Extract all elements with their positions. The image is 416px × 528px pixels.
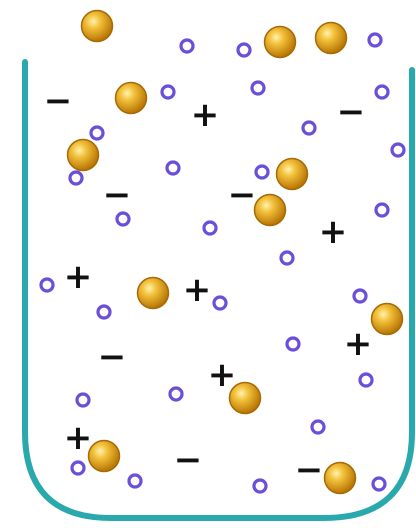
plus-sign: + (319, 212, 348, 252)
small-particle (70, 460, 86, 476)
charge-signs: +++ ++++− −− −−− − (44, 81, 373, 490)
plus-sign: + (183, 270, 212, 310)
small-particle (252, 478, 268, 494)
small-particle (285, 336, 301, 352)
small-particle (236, 42, 252, 58)
small-particles (39, 32, 406, 494)
small-particle (160, 84, 176, 100)
small-particle (301, 120, 317, 136)
large-particle (136, 276, 170, 310)
small-particle (390, 142, 406, 158)
plus-sign: + (344, 324, 373, 364)
small-particle (75, 392, 91, 408)
small-particle (68, 170, 84, 186)
small-particle (212, 295, 228, 311)
small-particle (374, 202, 390, 218)
small-particle (367, 32, 383, 48)
small-particle (250, 80, 266, 96)
large-particle (263, 25, 297, 59)
small-particle (127, 473, 143, 489)
small-particle (358, 372, 374, 388)
small-particle (371, 476, 387, 492)
large-particle (66, 138, 100, 172)
small-particle (165, 160, 181, 176)
small-particle (374, 84, 390, 100)
small-particle (179, 38, 195, 54)
minus-sign: − (98, 337, 127, 377)
large-particle (314, 21, 348, 55)
small-particle (310, 419, 326, 435)
minus-sign: − (337, 92, 366, 132)
minus-sign: − (174, 440, 203, 480)
small-particle (89, 125, 105, 141)
large-particles (66, 9, 404, 495)
plus-sign: + (191, 95, 220, 135)
small-particle (202, 220, 218, 236)
small-particle (254, 164, 270, 180)
minus-sign: − (44, 81, 73, 121)
large-particle (87, 439, 121, 473)
large-particle (370, 302, 404, 336)
plus-sign: + (64, 257, 93, 297)
small-particle (39, 277, 55, 293)
minus-sign: − (103, 175, 132, 215)
small-particle (352, 288, 368, 304)
minus-sign: − (228, 175, 257, 215)
beaker-outline (22, 59, 415, 521)
large-particle (228, 381, 262, 415)
small-particle (279, 250, 295, 266)
small-particle (96, 304, 112, 320)
plus-sign: + (64, 418, 93, 458)
small-particle (115, 211, 131, 227)
plus-sign: + (208, 355, 237, 395)
minus-sign: − (295, 450, 324, 490)
large-particle (323, 461, 357, 495)
large-particle (80, 9, 114, 43)
large-particle (275, 157, 309, 191)
large-particle (114, 81, 148, 115)
large-particle (253, 193, 287, 227)
small-particle (168, 386, 184, 402)
